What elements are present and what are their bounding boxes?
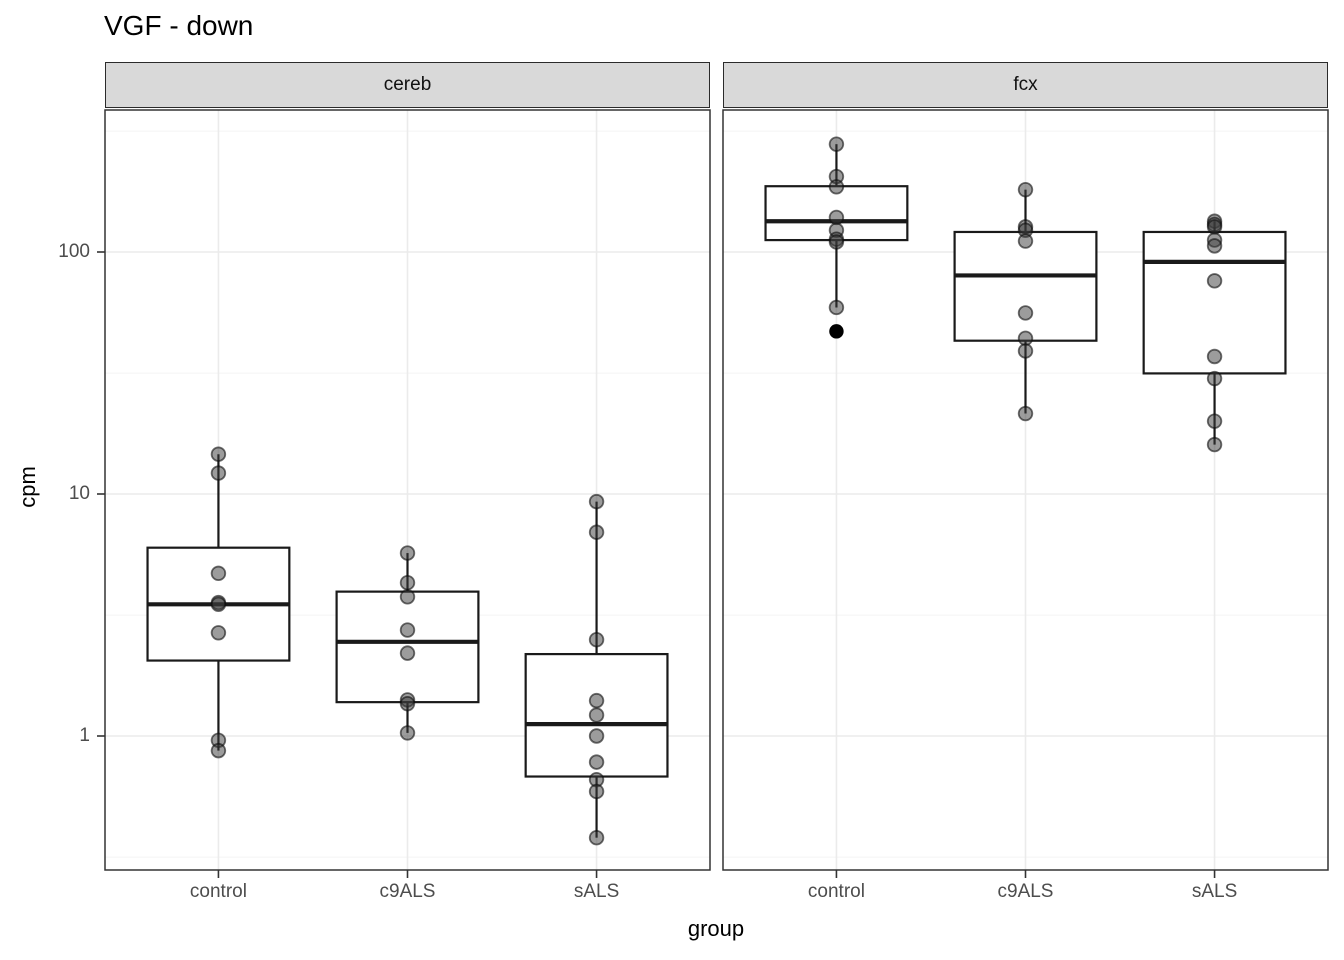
data-point [588,707,605,723]
data-point [1206,436,1223,453]
data-point [1017,405,1034,422]
y-tick-label-10: 10 [68,483,90,504]
x-tick-label: sALS [1192,881,1237,902]
data-point [1017,305,1034,321]
data-point [1206,370,1223,387]
boxplot-cereb-c9ALS [335,545,480,741]
data-point [210,465,227,481]
data-point [588,692,605,709]
data-point [210,742,227,759]
chart-title: VGF - down [104,10,254,41]
y-tick-label-100: 100 [58,241,90,262]
x-tick-label: control [808,881,865,902]
boxplot-fcx-sALS [1142,213,1287,453]
x-tick-label: c9ALS [998,881,1054,902]
facet-strip-cereb: cereb [105,62,710,108]
facet-strip-label: cereb [383,74,432,95]
data-point [1206,273,1223,289]
data-point [399,589,416,605]
x-axis-title: group [687,916,745,941]
data-point [1017,181,1034,198]
outlier-point [829,324,844,339]
data-point [588,631,605,648]
data-point [588,524,605,540]
data-point [1017,330,1034,346]
data-point [588,783,605,800]
data-point [828,209,845,226]
data-point [399,622,416,638]
data-point [828,136,845,152]
data-point [828,234,845,250]
data-point [210,565,227,582]
data-point [588,754,605,770]
boxplot-fcx-control [764,136,909,339]
data-point [588,829,605,846]
data-point [210,596,227,613]
facet-strip-label: fcx [1013,74,1038,95]
data-point [399,575,416,591]
data-point [1206,413,1223,429]
data-point [828,179,845,195]
data-point [1206,238,1223,254]
boxplot-cereb-control [146,446,291,759]
data-point [1206,348,1223,365]
data-point [399,545,416,561]
x-tick-label: sALS [574,881,619,902]
facet-panel-cereb: control c9ALS sALS [104,109,711,902]
y-tick-label-1: 1 [79,725,90,746]
data-point [399,725,416,741]
data-point [1017,343,1034,359]
x-tick-label: c9ALS [380,881,436,902]
x-tick-label: control [190,881,247,902]
data-point [210,625,227,641]
data-point [828,299,845,316]
facet-strip-fcx: fcx [723,62,1328,108]
data-point [210,446,227,462]
y-axis-title: cpm [15,466,40,508]
data-point [588,728,605,744]
data-point [588,493,605,510]
boxplot-fcx-c9ALS [953,181,1098,422]
data-point [1206,219,1223,235]
facet-panel-fcx: control c9ALS sALS [722,109,1329,902]
boxplot-cereb-sALS [524,493,669,846]
data-point [399,695,416,712]
data-point [1017,233,1034,249]
data-point [399,645,416,661]
